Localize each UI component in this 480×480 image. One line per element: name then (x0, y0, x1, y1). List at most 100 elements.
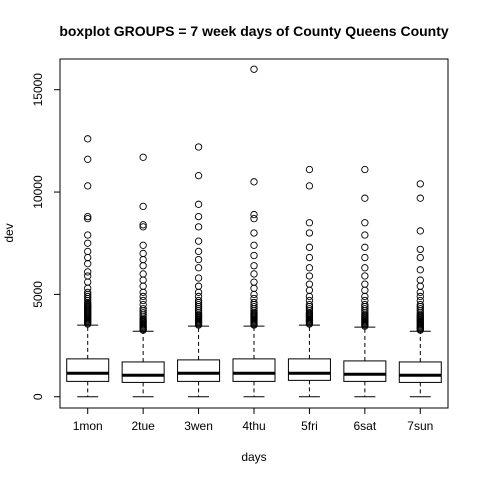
chart-title: boxplot GROUPS = 7 week days of County Q… (59, 23, 449, 39)
outlier-point (139, 262, 147, 270)
outlier-point (139, 241, 147, 249)
outlier-point (416, 276, 424, 284)
outlier-point (84, 284, 92, 292)
outlier-point (250, 278, 258, 286)
outlier-point (305, 272, 314, 280)
box-6sat (343, 165, 387, 398)
outlier-point (361, 286, 369, 294)
outlier-point (361, 300, 369, 309)
outlier-point (194, 264, 203, 272)
box-2tue (121, 153, 165, 398)
outlier-point (84, 278, 92, 286)
outlier-point (305, 264, 314, 272)
outlier-point (194, 282, 203, 290)
y-tick-label: 5000 (31, 281, 45, 308)
outlier-point (361, 305, 369, 313)
outlier-point (194, 143, 203, 151)
box-5fri (287, 165, 331, 398)
outlier-point (305, 296, 314, 305)
outlier-point (416, 180, 424, 188)
x-tick-label: 3wen (184, 419, 213, 433)
outlier-point (250, 215, 258, 223)
outlier-point (305, 292, 314, 301)
outlier-point (361, 231, 369, 239)
outlier-point (250, 251, 258, 260)
outlier-point (139, 288, 147, 296)
outlier-point (305, 253, 314, 262)
x-tick-label: 5fri (301, 419, 318, 433)
outlier-point (361, 165, 369, 174)
outlier-point (250, 229, 258, 237)
outlier-point (250, 284, 258, 292)
outlier-point (84, 155, 92, 163)
x-axis: 1mon 2tue 3wen 4thu 5fri 6sat 7sun (73, 407, 433, 433)
outlier-point (250, 294, 258, 303)
outlier-point (361, 243, 369, 251)
outlier-point (84, 288, 92, 296)
outlier-point (416, 292, 424, 301)
outlier-point (361, 296, 369, 305)
outlier-point (84, 239, 92, 247)
outlier-point (194, 300, 203, 309)
x-tick-label: 2tue (131, 419, 155, 433)
outlier-point (250, 178, 258, 186)
outlier-point (139, 309, 147, 317)
outlier-point (84, 272, 92, 280)
outlier-point (84, 212, 92, 221)
outlier-point (250, 270, 258, 278)
y-axis-label: dev (2, 223, 16, 242)
x-tick-label: 6sat (354, 419, 377, 433)
outlier-point (416, 300, 424, 309)
outlier-point (416, 245, 424, 254)
outlier-point (139, 249, 147, 258)
outlier-point (305, 280, 314, 288)
outlier-point (250, 210, 258, 219)
x-axis-label: days (241, 450, 266, 464)
y-axis: 0 5000 10000 15000 (31, 73, 61, 400)
outlier-point (250, 298, 258, 307)
outlier-point (361, 280, 369, 288)
outlier-point (305, 219, 314, 227)
box-7sun (398, 180, 442, 398)
x-tick-label: 1mon (73, 419, 103, 433)
outlier-point (305, 243, 314, 251)
outlier-point (305, 300, 314, 309)
outlier-point (139, 300, 147, 309)
outlier-point (305, 229, 314, 237)
outlier-point (250, 65, 258, 73)
outlier-point (416, 282, 424, 290)
outlier-point (194, 247, 203, 256)
outlier-point (250, 303, 258, 311)
outlier-point (194, 296, 203, 305)
outlier-point (139, 255, 147, 264)
outlier-point (194, 255, 203, 264)
iqr-box (343, 360, 387, 382)
x-tick-label: 7sun (407, 419, 433, 433)
outlier-point (361, 264, 369, 272)
iqr-box (232, 358, 276, 382)
outlier-point (305, 165, 314, 174)
outlier-point (84, 231, 92, 239)
outlier-point (416, 194, 424, 202)
outlier-point (84, 292, 92, 301)
outlier-point (194, 288, 203, 296)
outlier-point (416, 253, 424, 262)
outlier-point (416, 296, 424, 305)
y-tick-label: 15000 (31, 73, 45, 107)
outlier-point (139, 305, 147, 313)
outlier-point (361, 219, 369, 227)
outlier-point (84, 182, 92, 190)
box-3wen (177, 143, 221, 398)
outlier-point (84, 268, 92, 276)
iqr-box (121, 361, 165, 383)
outlier-point (305, 182, 314, 190)
outlier-point (250, 262, 258, 270)
outlier-point (139, 292, 147, 301)
outlier-point (139, 276, 147, 284)
outlier-point (250, 241, 258, 249)
outlier-point (305, 305, 314, 313)
outlier-point (250, 290, 258, 299)
outlier-point (84, 135, 92, 143)
outlier-point (139, 270, 147, 278)
outlier-point (194, 237, 203, 245)
